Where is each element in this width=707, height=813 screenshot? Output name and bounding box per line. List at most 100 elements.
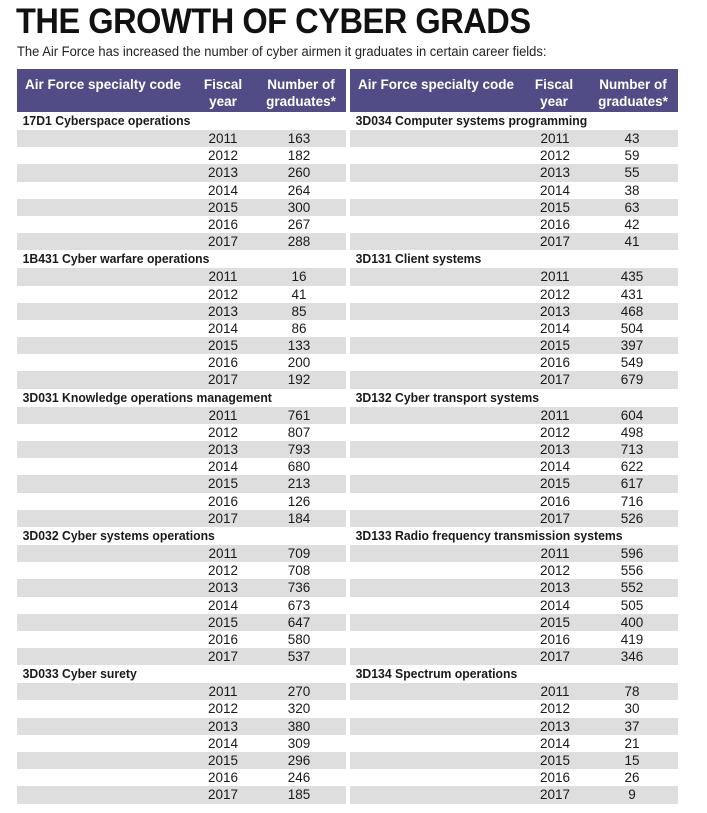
header-fiscal-year-line2: year bbox=[209, 94, 237, 109]
table-row: 2011 761 bbox=[17, 406, 346, 424]
fiscal-year-cell: 2012 bbox=[539, 701, 571, 717]
fiscal-year-cell: 2014 bbox=[207, 597, 239, 613]
fiscal-year-cell: 2012 bbox=[207, 148, 239, 164]
graduates-count-cell: 185 bbox=[287, 787, 311, 803]
table-row: 2014 264 bbox=[17, 182, 346, 199]
table-row: 2017 346 bbox=[350, 648, 678, 666]
fiscal-year-cell: 2015 bbox=[539, 199, 571, 215]
fiscal-year-cell: 2017 bbox=[539, 649, 571, 665]
group-title: 3D033 Cyber surety bbox=[22, 666, 137, 682]
fiscal-year-cell: 2015 bbox=[207, 614, 239, 630]
table-row: 2012 431 bbox=[350, 286, 678, 303]
fiscal-year-cell: 2011 bbox=[540, 684, 570, 700]
graduates-count-cell: 133 bbox=[287, 338, 311, 354]
graduates-count-cell: 647 bbox=[287, 614, 311, 630]
graduates-count-cell: 21 bbox=[624, 735, 640, 751]
fiscal-year-cell: 2011 bbox=[208, 131, 238, 146]
fiscal-year-cell: 2014 bbox=[207, 459, 239, 475]
table-row: 2013 260 bbox=[17, 164, 346, 182]
graduates-count-cell: 346 bbox=[620, 649, 644, 665]
graduates-count-cell: 380 bbox=[287, 718, 311, 734]
graduates-count-cell: 580 bbox=[287, 631, 311, 647]
table-row: 2016 42 bbox=[350, 216, 678, 233]
group-title: 17D1 Cyberspace operations bbox=[22, 113, 191, 128]
graduates-count-cell: 300 bbox=[287, 199, 311, 215]
table-row: 2012 807 bbox=[17, 424, 346, 441]
graduates-count-cell: 126 bbox=[287, 493, 311, 509]
table-row: 2017 9 bbox=[350, 786, 678, 804]
graduates-count-cell: 679 bbox=[620, 372, 644, 388]
fiscal-year-cell: 2013 bbox=[539, 580, 571, 596]
table-row: 2012 41 bbox=[17, 286, 346, 303]
table-row: 2014 505 bbox=[350, 597, 678, 614]
table-row: 2014 673 bbox=[17, 597, 346, 614]
graduates-count-cell: 26 bbox=[624, 770, 640, 786]
table-row: 2015 133 bbox=[17, 337, 346, 355]
table-row: 2013 85 bbox=[17, 302, 346, 320]
fiscal-year-cell: 2013 bbox=[539, 165, 571, 181]
table-row: 2013 380 bbox=[17, 717, 346, 735]
graduates-count-cell: 709 bbox=[287, 545, 311, 561]
fiscal-year-cell: 2011 bbox=[208, 407, 238, 423]
group-title: 1B431 Cyber warfare operations bbox=[22, 251, 210, 267]
graduates-count-cell: 708 bbox=[287, 563, 311, 579]
header-graduates: Number of graduates* bbox=[261, 76, 341, 110]
graduates-count-cell: 604 bbox=[620, 407, 644, 423]
graduates-count-cell: 431 bbox=[620, 286, 644, 302]
table-row: 2011 435 bbox=[350, 268, 678, 286]
fiscal-year-cell: 2014 bbox=[539, 459, 571, 475]
graduates-count-cell: 419 bbox=[620, 631, 644, 647]
group-title: 3D133 Radio frequency transmission syste… bbox=[355, 527, 623, 543]
fiscal-year-cell: 2014 bbox=[207, 735, 239, 751]
header-fiscal-year: Fiscal year bbox=[526, 76, 582, 110]
group-title: 3D034 Computer systems programming bbox=[355, 113, 588, 128]
graduates-count-cell: 505 bbox=[620, 597, 644, 613]
fiscal-year-cell: 2012 bbox=[207, 701, 239, 717]
fiscal-year-cell: 2016 bbox=[207, 216, 239, 232]
table-row: 2011 604 bbox=[350, 406, 678, 424]
table-row: 2012 30 bbox=[350, 700, 678, 717]
graduates-count-cell: 86 bbox=[291, 320, 307, 336]
graduates-count-cell: 622 bbox=[620, 459, 644, 475]
table-row: 2012 182 bbox=[17, 147, 346, 164]
table-row: 2017 679 bbox=[350, 371, 678, 389]
fiscal-year-cell: 2011 bbox=[540, 131, 570, 146]
fiscal-year-cell: 2016 bbox=[539, 631, 571, 647]
fiscal-year-cell: 2013 bbox=[207, 580, 239, 596]
graduates-count-cell: 200 bbox=[287, 355, 311, 371]
table-row: 2016 267 bbox=[17, 216, 346, 233]
table-row: 2013 55 bbox=[350, 164, 678, 182]
table-row: 2014 86 bbox=[17, 320, 346, 337]
group-title: 3D032 Cyber systems operations bbox=[22, 527, 215, 543]
graduates-count-cell: 38 bbox=[624, 182, 640, 198]
graduates-count-cell: 498 bbox=[620, 424, 644, 440]
table-row: 2015 647 bbox=[17, 613, 346, 631]
graduates-count-cell: 680 bbox=[287, 459, 311, 475]
fiscal-year-cell: 2017 bbox=[207, 234, 239, 250]
table-row: 2015 63 bbox=[350, 198, 678, 216]
graduates-count-cell: 16 bbox=[291, 269, 307, 285]
header-fiscal-year-line2: year bbox=[540, 94, 568, 109]
graduates-count-cell: 59 bbox=[624, 148, 640, 164]
fiscal-year-cell: 2012 bbox=[539, 148, 571, 164]
right-table: Air Force specialty code Fiscal year Numb… bbox=[350, 69, 678, 804]
graduates-count-cell: 468 bbox=[620, 303, 644, 319]
fiscal-year-cell: 2014 bbox=[207, 320, 239, 336]
table-row: 2015 617 bbox=[350, 475, 678, 493]
fiscal-year-cell: 2016 bbox=[207, 631, 239, 647]
table-row: 2013 37 bbox=[350, 717, 678, 735]
table-row: 2013 736 bbox=[17, 579, 346, 597]
table-row: 2011 709 bbox=[17, 544, 346, 563]
fiscal-year-cell: 2015 bbox=[539, 614, 571, 630]
left-table: Air Force specialty code Fiscal year Numb… bbox=[17, 69, 346, 804]
fiscal-year-cell: 2012 bbox=[539, 286, 571, 302]
table-row: 2017 526 bbox=[350, 509, 678, 527]
graduates-count-cell: 435 bbox=[620, 269, 644, 285]
fiscal-year-cell: 2017 bbox=[207, 510, 239, 526]
group-title: 3D031 Knowledge operations management bbox=[22, 389, 272, 405]
table-row: 2012 320 bbox=[17, 700, 346, 717]
fiscal-year-cell: 2011 bbox=[540, 407, 570, 423]
group-title: 3D132 Cyber transport systems bbox=[355, 389, 540, 405]
graduates-count-cell: 526 bbox=[620, 510, 644, 526]
graduates-count-cell: 793 bbox=[287, 442, 311, 457]
